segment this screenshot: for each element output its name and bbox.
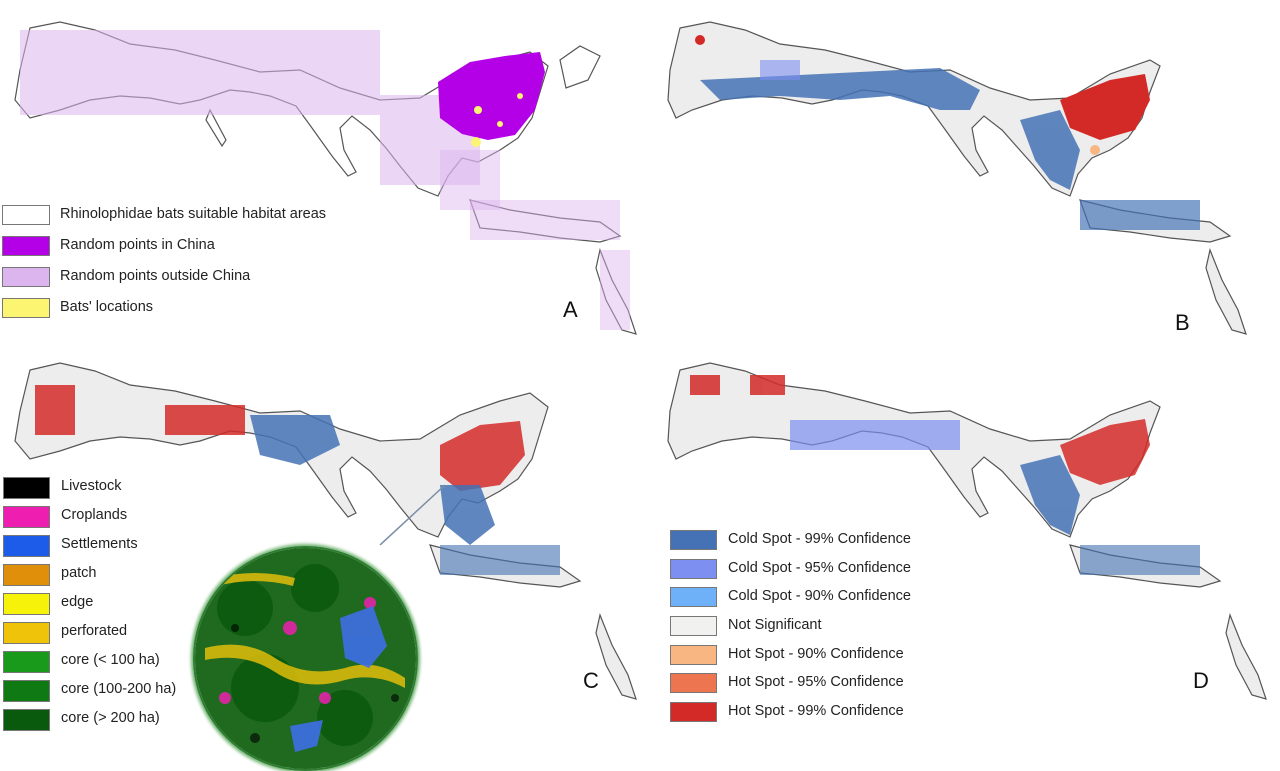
- map-a: [14, 21, 637, 335]
- legend-item: Not Significant: [670, 614, 970, 643]
- cold-spots-99: [1020, 455, 1200, 575]
- legend-label: core (< 100 ha): [61, 652, 160, 668]
- legend-label: Hot Spot - 90% Confidence: [728, 645, 904, 662]
- legend-label: Cold Spot - 95% Confidence: [728, 559, 911, 576]
- legend-swatch: [2, 205, 50, 225]
- zoom-pointer: [379, 484, 446, 546]
- legend-label: Bats' locations: [60, 299, 154, 315]
- legend-a: Rhinolophidae bats suitable habitat area…: [2, 203, 422, 327]
- legend-label: Livestock: [61, 478, 122, 494]
- habitat-outline: [667, 21, 1247, 335]
- legend-label: Croplands: [61, 507, 128, 523]
- zoom-inset: [193, 546, 418, 771]
- legend-swatch: [3, 535, 50, 557]
- legend-item: edge: [3, 591, 223, 620]
- panel-letter: B: [1175, 310, 1190, 335]
- legend-item: Hot Spot - 90% Confidence: [670, 643, 970, 672]
- map-b: [667, 21, 1247, 335]
- legend-swatch: [3, 622, 50, 644]
- zoom-inset-graphic: [195, 548, 416, 769]
- legend-label: Random points outside China: [60, 268, 251, 284]
- panel-d: Cold Spot - 99% Confidence Cold Spot - 9…: [640, 345, 1280, 771]
- panel-b: B: [640, 0, 1280, 345]
- legend-item: core (< 100 ha): [3, 649, 223, 678]
- legend-swatch: [2, 298, 50, 318]
- legend-c: Livestock Croplands Settlements patch ed…: [3, 475, 223, 736]
- legend-item: Hot Spot - 99% Confidence: [670, 700, 970, 729]
- legend-item: Cold Spot - 90% Confidence: [670, 585, 970, 614]
- legend-swatch: [2, 236, 50, 256]
- legend-item: patch: [3, 562, 223, 591]
- legend-label: Hot Spot - 99% Confidence: [728, 703, 904, 720]
- panel-a: Rhinolophidae bats suitable habitat area…: [0, 0, 640, 345]
- legend-item: Cold Spot - 95% Confidence: [670, 557, 970, 586]
- cold-spots-99: [250, 415, 560, 575]
- legend-item: Livestock: [3, 475, 223, 504]
- bat-locations: [471, 93, 523, 147]
- legend-swatch: [2, 267, 50, 287]
- legend-label: Not Significant: [728, 617, 822, 634]
- legend-item: core (100-200 ha): [3, 678, 223, 707]
- legend-label: Cold Spot - 90% Confidence: [728, 588, 911, 605]
- map-c: [14, 362, 637, 700]
- legend-swatch: [3, 680, 50, 702]
- cold-spots-95: [790, 420, 960, 450]
- legend-label: Cold Spot - 99% Confidence: [728, 531, 911, 547]
- legend-swatch: [670, 644, 717, 665]
- map-d: [667, 362, 1267, 700]
- panel-c: Livestock Croplands Settlements patch ed…: [0, 345, 640, 771]
- panel-letter: C: [583, 668, 599, 693]
- legend-swatch: [3, 651, 50, 673]
- legend-label: edge: [61, 594, 94, 610]
- legend-swatch: [3, 709, 50, 731]
- legend-item: Croplands: [3, 504, 223, 533]
- legend-swatch: [3, 506, 50, 528]
- panel-letter: A: [563, 297, 578, 322]
- legend-item: Random points outside China: [2, 265, 422, 296]
- hot-spots-99: [35, 385, 525, 491]
- legend-item: Random points in China: [2, 234, 422, 265]
- hot-spots-90: [1090, 145, 1100, 155]
- points-in-china: [438, 52, 545, 140]
- legend-label: core (100-200 ha): [61, 681, 177, 697]
- legend-item: Hot Spot - 95% Confidence: [670, 671, 970, 700]
- legend-item: Rhinolophidae bats suitable habitat area…: [2, 203, 422, 234]
- legend-label: Hot Spot - 95% Confidence: [728, 674, 904, 691]
- hot-spots-99: [695, 35, 1150, 140]
- legend-label: patch: [61, 565, 97, 581]
- hot-spots-99: [690, 375, 1150, 485]
- legend-label: Rhinolophidae bats suitable habitat area…: [60, 206, 327, 222]
- legend-item: core (> 200 ha): [3, 707, 223, 736]
- legend-label: core (> 200 ha): [61, 710, 160, 726]
- legend-swatch: [3, 593, 50, 615]
- legend-label: Random points in China: [60, 237, 215, 253]
- legend-label: perforated: [61, 623, 128, 639]
- panel-letter: D: [1193, 668, 1209, 693]
- legend-item: perforated: [3, 620, 223, 649]
- legend-swatch: [3, 477, 50, 499]
- legend-d: Cold Spot - 99% Confidence Cold Spot - 9…: [670, 528, 970, 729]
- legend-item: Settlements: [3, 533, 223, 562]
- legend-swatch: [670, 558, 717, 579]
- legend-item: Bats' locations: [2, 296, 422, 327]
- legend-swatch: [670, 673, 717, 694]
- legend-swatch: [670, 530, 717, 550]
- legend-swatch: [3, 564, 50, 586]
- legend-swatch: [670, 616, 717, 637]
- cold-spots-95: [760, 60, 800, 80]
- legend-label: Settlements: [61, 536, 138, 552]
- legend-swatch: [670, 587, 717, 608]
- legend-item: Cold Spot - 99% Confidence: [670, 528, 970, 557]
- legend-swatch: [670, 702, 717, 723]
